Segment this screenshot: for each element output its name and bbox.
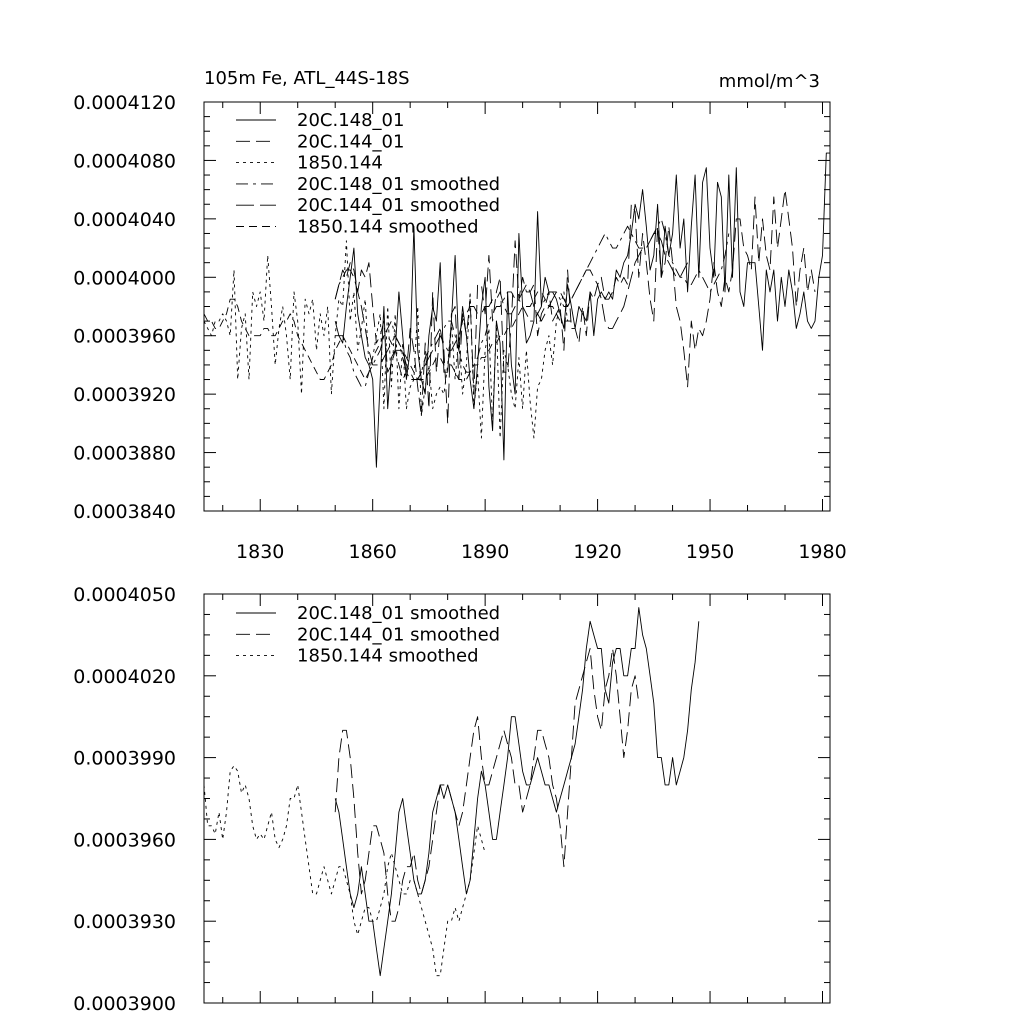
series-group [204, 152, 830, 468]
series-line-1850-144-smoothed [204, 765, 486, 977]
series-line-20c-144-01-smoothed [334, 233, 688, 380]
legend-label: 1850.144 [297, 153, 383, 174]
y-tick-label: 0.0003930 [73, 911, 176, 933]
y-tick-label: 0.0003880 [73, 443, 176, 465]
legend-label: 20C.144_01 smoothed [297, 195, 500, 216]
x-tick-label: 1980 [798, 541, 846, 563]
y-tick-label: 0.0003960 [73, 326, 176, 348]
bottom-panel: 0.0003900 0.0003930 0.0003960 0.0003990 0.00… [73, 584, 831, 1015]
y-tick-label: 0.0004040 [73, 209, 176, 231]
legend-label: 20C.148_01 smoothed [297, 174, 500, 195]
series-line-20c-144-01 [334, 189, 816, 424]
chart-title: 105m Fe, ATL_44S-18S [204, 68, 410, 89]
x-tick-label: 1830 [236, 541, 284, 563]
x-tick-label: 1890 [461, 541, 509, 563]
x-tick-label: 1920 [573, 541, 621, 563]
units-label: mmol/m^3 [719, 71, 820, 92]
y-tick-label: 0.0003960 [73, 829, 176, 851]
x-tick-label: 1860 [349, 541, 397, 563]
legend-label: 20C.144_01 [297, 131, 404, 152]
y-tick-label: 0.0004000 [73, 267, 176, 289]
series-line-20c-148-01-smoothed [334, 607, 700, 977]
series-line-1850-144-smoothed [204, 291, 572, 380]
series-line-1850-144 [204, 240, 572, 439]
legend-label: 20C.144_01 smoothed [297, 624, 500, 645]
y-tick-label: 0.0004080 [73, 150, 176, 172]
y-tick-label: 0.0004050 [73, 584, 176, 606]
legend-label: 20C.148_01 smoothed [297, 603, 500, 624]
x-tick-label: 1950 [686, 541, 734, 563]
series-group [204, 607, 700, 977]
series-line-20c-148-01-smoothed [335, 218, 730, 388]
y-tick-label: 0.0003920 [73, 384, 176, 406]
legend-label: 20C.148_01 [297, 110, 404, 131]
y-tick-label: 0.0003840 [73, 501, 176, 523]
y-tick-label: 0.0004020 [73, 666, 176, 688]
series-line-20c-148-01 [334, 152, 830, 468]
legend-label: 1850.144 smoothed [297, 646, 479, 667]
legend-label: 1850.144 smoothed [297, 217, 479, 238]
y-tick-label: 0.0004120 [73, 92, 176, 114]
top-panel: 105m Fe, ATL_44S-18S mmol/m^3 0.0003840 0… [73, 68, 846, 563]
y-tick-label: 0.0003990 [73, 748, 176, 770]
series-line-20c-144-01-smoothed [334, 648, 640, 922]
y-tick-label: 0.0003900 [73, 993, 176, 1015]
